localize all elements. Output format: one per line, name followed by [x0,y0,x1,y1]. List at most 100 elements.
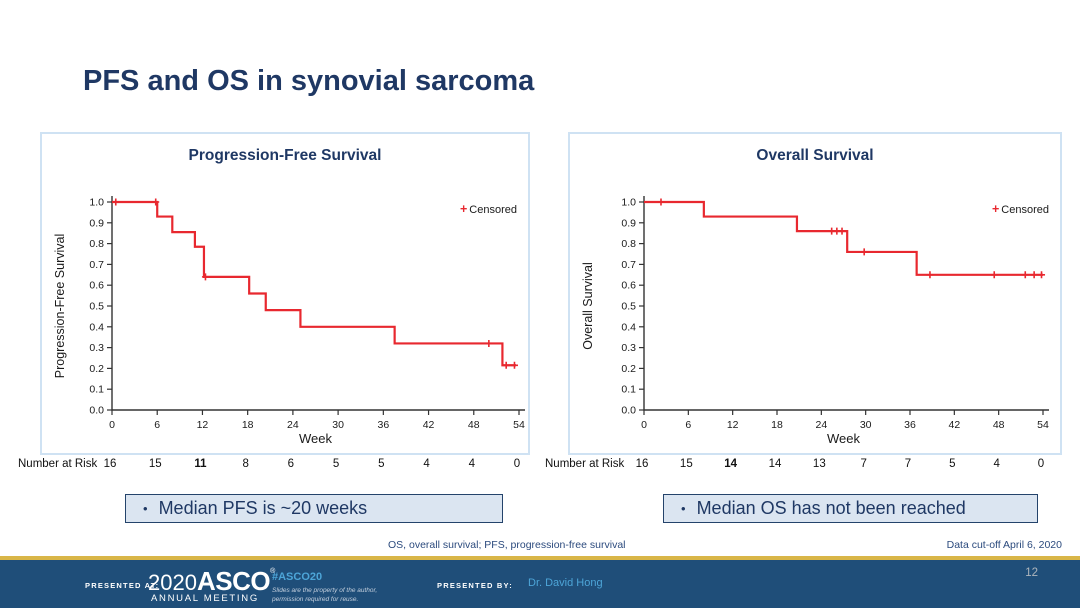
risk-value: 14 [724,458,738,470]
slide-title: PFS and OS in synovial sarcoma [83,65,535,97]
risk-value: 4 [423,458,430,470]
y-tick-label: 0.1 [621,384,636,396]
os-chart-panel: 0.0 0.1 0.2 0.3 0.4 0.5 0.6 0.7 0.8 0.9 1.0 0 6 12 18 2… [568,132,1062,455]
y-tick-label: 0.3 [621,342,636,354]
bullet-icon: • [143,501,148,516]
logo-subtitle: ANNUAL MEETING [151,593,259,604]
x-tick-label: 54 [513,419,525,431]
page-number: 12 [1025,567,1038,579]
risk-value: 0 [1037,458,1045,470]
x-tick-label: 6 [154,419,160,431]
axes [643,196,1049,411]
risk-value: 16 [635,458,649,470]
x-tick-label: 0 [641,419,647,431]
pfs-callout-text: Median PFS is ~20 weeks [158,498,368,518]
x-tick-label: 12 [197,419,209,431]
hashtag-label: #ASCO20 [272,571,323,583]
risk-value: 0 [513,458,521,470]
pfs-number-at-risk-row: Number at Risk 16 15 11 8 6 5 5 4 4 0 [0,458,1080,474]
y-tick-label: 0.2 [89,363,104,375]
censor-mark [990,271,998,279]
y-tick-label: 0.0 [89,405,104,417]
censor-mark [860,248,868,256]
censor-mark [502,361,510,369]
x-tick-label: 24 [815,419,827,431]
y-tick-label: 0.1 [89,384,104,396]
y-tick-label: 0.6 [89,280,104,292]
os-legend-label: Censored [1001,204,1049,216]
risk-value: 16 [103,458,117,470]
x-tick-label: 54 [1037,419,1049,431]
logo-name: ASCO [196,566,271,596]
x-tick-label: 42 [423,419,435,431]
pfs-callout: • Median PFS is ~20 weeks [125,494,503,523]
risk-value: 5 [332,458,340,470]
presenter-name: Dr. David Hong [528,577,603,589]
x-tick-label: 0 [109,419,115,431]
censor-mark [657,198,665,206]
os-y-axis-label: Overall Survival [581,262,595,350]
censor-mark [152,198,160,206]
x-tick-label: 18 [242,419,254,431]
risk-value: 5 [378,458,385,470]
risk-value: 7 [860,458,867,470]
os-chart-title: Overall Survival [756,147,874,164]
censor-mark [112,198,120,206]
y-tick-label: 0.5 [89,301,104,313]
risk-value: 4 [993,458,1000,470]
y-tick-label: 0.8 [621,238,636,250]
disclaimer-line1: Slides are the property of the author, [272,587,378,594]
risk-value: 14 [768,458,782,470]
risk-value: 6 [287,458,295,470]
y-tick-label: 0.0 [621,405,636,417]
y-tick-label: 1.0 [89,197,104,209]
y-tick-label: 0.9 [621,217,636,229]
y-tick-label: 0.8 [89,238,104,250]
os-callout: • Median OS has not been reached [663,494,1038,523]
y-tick-label: 0.3 [89,342,104,354]
risk-value: 15 [679,458,693,470]
os-risk-label: Number at Risk [545,458,625,470]
censor-mark [485,339,493,347]
y-tick-label: 0.4 [621,321,636,333]
os-km-plot: 0.0 0.1 0.2 0.3 0.4 0.5 0.6 0.7 0.8 0.9 1.0 0 6 12 18 2… [621,196,1049,431]
y-tick-label: 0.6 [621,280,636,292]
km-curve [112,200,516,367]
censor-mark [838,227,846,235]
x-tick-label: 12 [727,419,739,431]
x-tick-label: 30 [860,419,872,431]
pfs-legend: + Censored [460,202,517,216]
y-tick-label: 0.9 [89,217,104,229]
os-x-axis-label: Week [827,431,860,446]
x-tick-label: 30 [332,419,344,431]
os-callout-text: Median OS has not been reached [696,498,966,518]
x-tick-label: 36 [377,419,389,431]
disclaimer-line2: permission required for reuse. [272,596,359,604]
x-tick-label: 48 [468,419,480,431]
y-tick-label: 0.4 [89,321,104,333]
pfs-x-axis-label: Week [299,431,332,446]
bullet-icon: • [681,501,686,516]
x-tick-label: 24 [287,419,299,431]
risk-value: 8 [242,458,249,470]
pfs-y-axis-label: Progression-Free Survival [53,233,67,379]
gold-divider [0,556,1080,560]
censor-mark [926,271,934,279]
pfs-chart-panel: 0.0 0.1 0.2 0.3 0.4 0.5 0.6 0.7 0.8 0.9 1.0 0 6 12 18 2… [40,132,530,455]
censor-mark [1038,271,1046,279]
footer-bar: PRESENTED AT: 2020ASCO® ANNUAL MEETING #… [0,560,1080,608]
x-tick-label: 6 [685,419,691,431]
y-tick-label: 0.7 [621,259,636,271]
x-tick-label: 42 [948,419,960,431]
risk-value: 11 [194,458,207,470]
logo-year: 2020 [148,570,197,595]
asco-logo: 2020ASCO® [148,568,275,594]
risk-value: 5 [949,458,956,470]
censor-mark [201,273,209,281]
x-tick-label: 18 [771,419,783,431]
abbreviation-footnote: OS, overall survival; PFS, progression-f… [388,539,626,551]
os-number-at-risk-row: Number at Risk 16 15 14 14 13 7 7 5 4 0 [0,458,1080,474]
km-curve [644,200,1043,276]
risk-value: 4 [468,458,475,470]
axes [111,196,525,411]
